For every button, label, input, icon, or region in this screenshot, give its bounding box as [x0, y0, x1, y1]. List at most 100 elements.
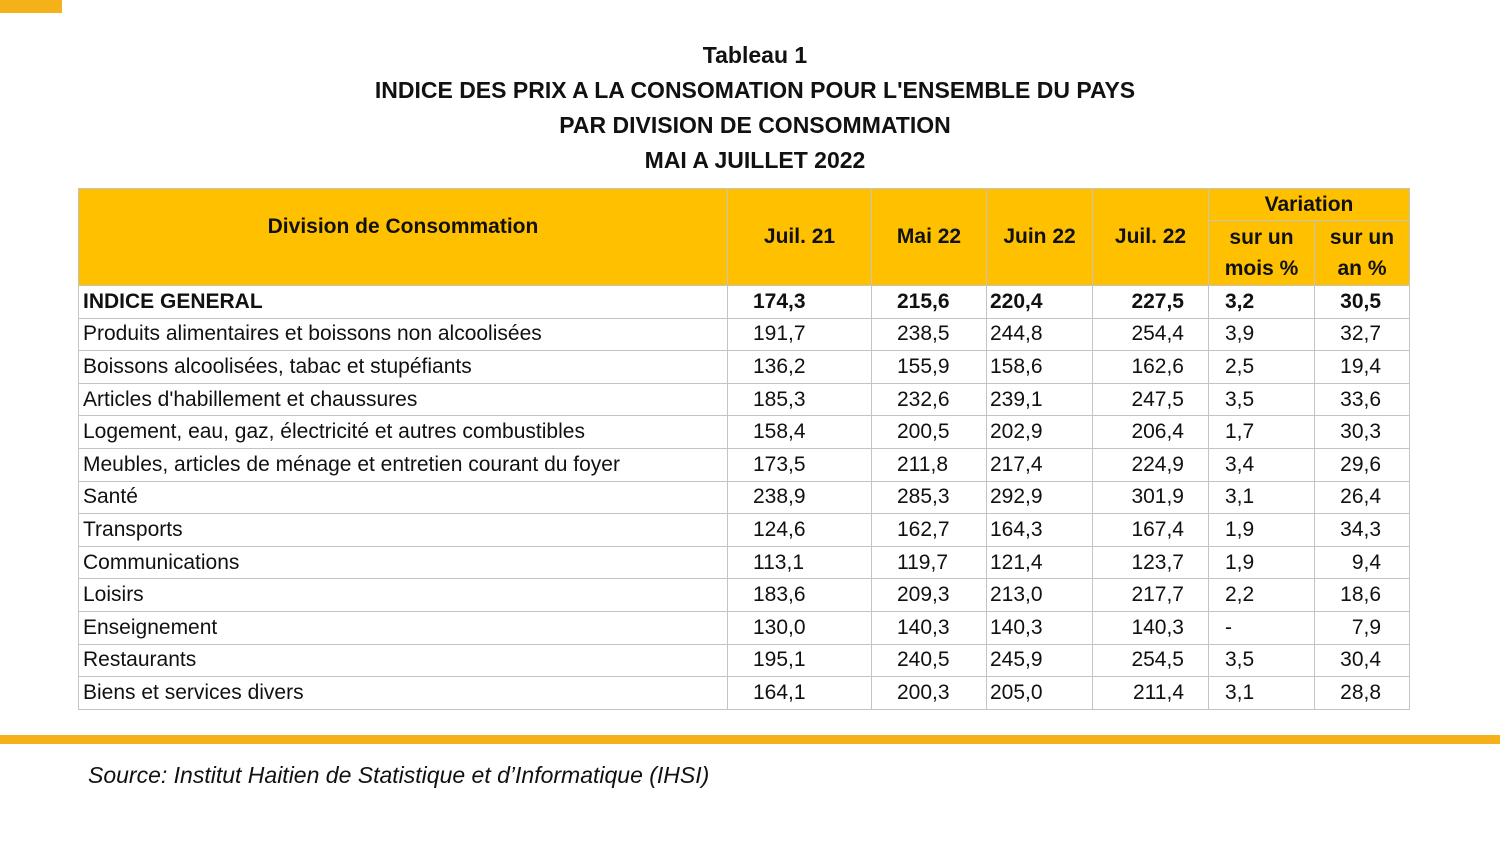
cell: 3,2 — [1208, 285, 1315, 319]
cell: 3,5 — [1208, 382, 1315, 417]
row-label: Logement, eau, gaz, électricité et autre… — [78, 415, 728, 449]
row-label: INDICE GENERAL — [78, 285, 728, 319]
cell: 3,1 — [1208, 480, 1315, 515]
cell: 119,7 — [871, 545, 987, 580]
title-line: INDICE DES PRIX A LA CONSOMATION POUR L'… — [374, 77, 1136, 103]
cell: 217,7 — [1092, 578, 1209, 612]
cell: 244,8 — [986, 317, 1093, 352]
title-line: Tableau 1 — [702, 42, 808, 68]
column-header: Juil. 21 — [727, 188, 872, 286]
row-label: Restaurants — [78, 643, 728, 678]
cell: 247,5 — [1092, 382, 1209, 417]
cell: 185,3 — [727, 382, 872, 417]
cell: 1,9 — [1208, 513, 1315, 547]
table-row: Meubles, articles de ménage et entretien… — [78, 447, 1411, 482]
table-row: Loisirs 183,6 209,3 213,0 217,7 2,2 18,6 — [78, 578, 1411, 612]
title-line: PAR DIVISION DE CONSOMMATION — [559, 112, 951, 138]
cell: 220,4 — [986, 285, 1093, 319]
cell: 136,2 — [727, 350, 872, 384]
column-header: sur un mois % — [1208, 220, 1315, 286]
header-row: Division de Consommation Juil. 21 Mai 22 Ju… — [78, 188, 1411, 286]
cell: 285,3 — [871, 480, 987, 515]
cell: - — [1208, 610, 1315, 645]
row-label: Produits alimentaires et boissons non al… — [78, 317, 728, 352]
column-header: Juin 22 — [986, 188, 1093, 286]
cell: 155,9 — [871, 350, 987, 384]
cell: 18,6 — [1313, 578, 1411, 612]
cell: 34,3 — [1313, 513, 1411, 547]
cell: 200,5 — [871, 415, 987, 449]
row-label: Meubles, articles de ménage et entretien… — [78, 447, 728, 482]
table-row: Boissons alcoolisées, tabac et stupéfian… — [78, 350, 1411, 384]
cell: 213,0 — [986, 578, 1093, 612]
table-row: Communications 113,1 119,7 121,4 123,7 1,9 9,4 — [78, 545, 1411, 580]
table-row: INDICE GENERAL 174,3 215,6 220,4 227,5 3,2 30,… — [78, 285, 1411, 319]
cell: 29,6 — [1313, 447, 1411, 482]
cpi-table: Division de Consommation Juil. 21 Mai 22 Ju… — [78, 188, 1411, 710]
cell: 162,6 — [1092, 350, 1209, 384]
cell: 200,3 — [871, 676, 987, 710]
cell: 191,7 — [727, 317, 872, 352]
table-row: Santé 238,9 285,3 292,9 301,9 3,1 26,4 — [78, 480, 1411, 515]
header-row: sur un mois % sur un an % — [79, 220, 1411, 286]
cell: 211,8 — [871, 447, 987, 482]
cell: 124,6 — [727, 513, 872, 547]
corner-accent — [0, 0, 62, 13]
column-header: sur un an % — [1313, 220, 1411, 286]
cell: 158,4 — [727, 415, 872, 449]
table-body: INDICE GENERAL 174,3 215,6 220,4 227,5 3,2 30,… — [78, 285, 1411, 710]
cell: 202,9 — [986, 415, 1093, 449]
cell: 3,9 — [1208, 317, 1315, 352]
column-header: Division de Consommation — [78, 188, 728, 286]
cell: 217,4 — [986, 447, 1093, 482]
cell: 162,7 — [871, 513, 987, 547]
cell: 167,4 — [1092, 513, 1209, 547]
cell: 240,5 — [871, 643, 987, 678]
cell: 121,4 — [986, 545, 1093, 580]
cell: 301,9 — [1092, 480, 1209, 515]
cell: 26,4 — [1313, 480, 1411, 515]
cell: 30,4 — [1313, 643, 1411, 678]
cell: 164,1 — [727, 676, 872, 710]
cell: 28,8 — [1313, 676, 1411, 710]
title-block: Tableau 1 INDICE DES PRIX A LA CONSOMATIO… — [0, 38, 1500, 178]
cell: 1,9 — [1208, 545, 1315, 580]
row-label: Santé — [78, 480, 728, 515]
row-label: Transports — [78, 513, 728, 547]
cell: 19,4 — [1313, 350, 1411, 384]
source-note: Source: Institut Haitien de Statistique … — [88, 762, 710, 788]
cell: 123,7 — [1092, 545, 1209, 580]
cell: 3,1 — [1208, 676, 1315, 710]
cell: 32,7 — [1313, 317, 1411, 352]
cell: 158,6 — [986, 350, 1093, 384]
cell: 224,9 — [1092, 447, 1209, 482]
cell: 211,4 — [1092, 676, 1209, 710]
cell: 140,3 — [986, 610, 1093, 645]
table-row: Articles d'habillement et chaussures 185,… — [78, 382, 1411, 417]
table-row: Enseignement 130,0 140,3 140,3 140,3-7,9 — [78, 610, 1411, 645]
cell: 245,9 — [986, 643, 1093, 678]
cell: 209,3 — [871, 578, 987, 612]
cell: 30,5 — [1313, 285, 1411, 319]
cell: 140,3 — [1092, 610, 1209, 645]
row-label: Communications — [78, 545, 728, 580]
row-label: Articles d'habillement et chaussures — [78, 382, 728, 417]
cell: 173,5 — [727, 447, 872, 482]
cell: 7,9 — [1313, 610, 1411, 645]
cell: 3,4 — [1208, 447, 1315, 482]
cell: 130,0 — [727, 610, 872, 645]
cell: 2,5 — [1208, 350, 1315, 384]
cell: 174,3 — [727, 285, 872, 319]
cell: 205,0 — [986, 676, 1093, 710]
cell: 238,9 — [727, 480, 872, 515]
cell: 33,6 — [1313, 382, 1411, 417]
cell: 3,5 — [1208, 643, 1315, 678]
title-line: MAI A JUILLET 2022 — [644, 147, 866, 173]
table-row: Restaurants 195,1 240,5 245,9 254,5 3,5 30,4 — [78, 643, 1411, 678]
column-header: Juil. 22 — [1092, 188, 1209, 286]
row-label: Loisirs — [78, 578, 728, 612]
cell: 9,4 — [1313, 545, 1411, 580]
cell: 254,5 — [1092, 643, 1209, 678]
cell: 183,6 — [727, 578, 872, 612]
